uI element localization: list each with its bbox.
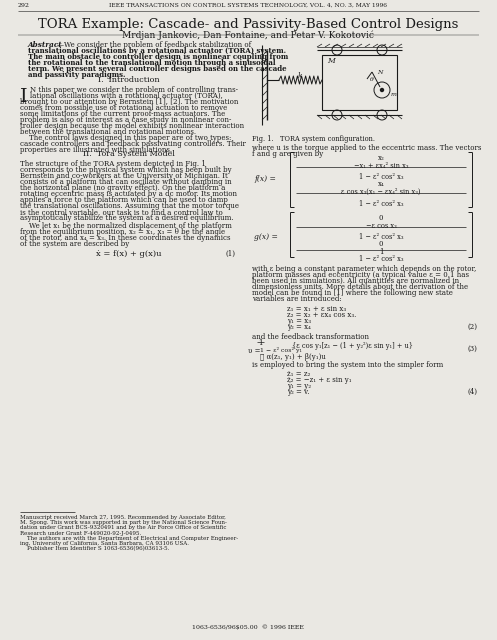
Text: the translational oscillations. Assuming that the motor torque: the translational oscillations. Assuming…	[20, 202, 239, 210]
Text: N this paper we consider the problem of controlling trans-: N this paper we consider the problem of …	[30, 86, 238, 94]
Text: k: k	[298, 72, 303, 80]
Text: rotating eccentric mass is actuated by a dc motor. Its motion: rotating eccentric mass is actuated by a…	[20, 190, 237, 198]
Text: TORA Example: Cascade- and Passivity-Based Control Designs: TORA Example: Cascade- and Passivity-Bas…	[38, 18, 458, 31]
Text: applies a force to the platform which can be used to damp: applies a force to the platform which ca…	[20, 196, 228, 204]
Text: dation under Grant BCS-9320491 and by the Air Force Office of Scientific: dation under Grant BCS-9320491 and by th…	[20, 525, 226, 531]
Bar	[322, 55, 397, 110]
Text: υ =: υ =	[248, 347, 260, 355]
Text: 1 − ε² cos² x₃: 1 − ε² cos² x₃	[359, 173, 403, 181]
Text: Fig. 1.   TORA system configuration.: Fig. 1. TORA system configuration.	[252, 135, 375, 143]
Text: N: N	[377, 70, 383, 75]
Text: been used in simulations). All quantities are normalized in: been used in simulations). All quantitie…	[252, 277, 459, 285]
Text: z₂ = x₂ + εx₄ cos x₃.: z₂ = x₂ + εx₄ cos x₃.	[287, 311, 356, 319]
Text: 1 − ε² cos² x₃: 1 − ε² cos² x₃	[359, 233, 403, 241]
Text: dimensionless units. More details about the derivation of the: dimensionless units. More details about …	[252, 283, 468, 291]
Text: ẋ = f(x) + g(x)u: ẋ = f(x) + g(x)u	[96, 250, 162, 258]
Text: between the translational and rotational motions.: between the translational and rotational…	[20, 128, 196, 136]
Text: f(x) =: f(x) =	[254, 175, 276, 183]
Text: (3): (3)	[467, 345, 477, 353]
Text: term. We present several controller designs based on the cascade: term. We present several controller desi…	[28, 65, 287, 73]
Text: troller design because the model exhibits nonlinear interaction: troller design because the model exhibit…	[20, 122, 244, 130]
Text: (4): (4)	[467, 388, 477, 396]
Text: −x₁ + εx₄² sin x₃: −x₁ + εx₄² sin x₃	[354, 162, 408, 170]
Text: 1 − ε² cos² x₃: 1 − ε² cos² x₃	[359, 200, 403, 208]
Text: ẏ₂ = v.: ẏ₂ = v.	[287, 388, 310, 396]
Text: corresponds to the physical system which has been built by: corresponds to the physical system which…	[20, 166, 232, 174]
Text: ẏ₁ = y₂: ẏ₁ = y₂	[287, 382, 311, 390]
Text: consists of a platform that can oscillate without damping in: consists of a platform that can oscillat…	[20, 178, 232, 186]
Text: —We consider the problem of feedback stabilization of: —We consider the problem of feedback sta…	[57, 41, 251, 49]
Text: ing, University of California, Santa Barbara, CA 93106 USA.: ing, University of California, Santa Bar…	[20, 541, 189, 546]
Text: where u is the torque applied to the eccentric mass. The vectors: where u is the torque applied to the ecc…	[252, 144, 482, 152]
Text: We let x₁ be the normalized displacement of the platform: We let x₁ be the normalized displacement…	[20, 222, 232, 230]
Text: with ε being a constant parameter which depends on the rotor,: with ε being a constant parameter which …	[252, 265, 477, 273]
Text: Abstract: Abstract	[28, 41, 63, 49]
Text: the horizontal plane (no gravity effect). On the platform a: the horizontal plane (no gravity effect)…	[20, 184, 225, 192]
Text: 0: 0	[379, 240, 383, 248]
Text: The control laws designed in this paper are of two types:: The control laws designed in this paper …	[20, 134, 232, 142]
Text: y₁ = x₃: y₁ = x₃	[287, 317, 311, 325]
Circle shape	[381, 88, 384, 92]
Text: Mrdjan Jankovic, Dan Fontaine, and Petar V. Kokotović: Mrdjan Jankovic, Dan Fontaine, and Petar…	[122, 30, 374, 40]
Text: brought to our attention by Bernstein [1], [2]. The motivation: brought to our attention by Bernstein [1…	[20, 98, 239, 106]
Text: the rotational to the translational motion through a sinusoidal: the rotational to the translational moti…	[28, 59, 276, 67]
Text: ż₁ = z₂: ż₁ = z₂	[287, 370, 310, 378]
Text: x₄: x₄	[378, 180, 384, 188]
Text: 1 − ε² cos² y₁: 1 − ε² cos² y₁	[260, 347, 302, 353]
Text: and passivity paradigms.: and passivity paradigms.	[28, 71, 126, 79]
Text: Research under Grant F-449020-92-J-0495.: Research under Grant F-449020-92-J-0495.	[20, 531, 141, 536]
Text: {ε cos y₁[z₁ − (1 + y₂²)ε sin y₁] + u}: {ε cos y₁[z₁ − (1 + y₂²)ε sin y₁] + u}	[292, 342, 413, 350]
Text: and the feedback transformation: and the feedback transformation	[252, 333, 369, 341]
Text: Manuscript received March 27, 1995. Recommended by Associate Editor,: Manuscript received March 27, 1995. Reco…	[20, 515, 226, 520]
Text: ε cos x₃(x₁ − εx₄² sin x₃): ε cos x₃(x₁ − εx₄² sin x₃)	[341, 188, 421, 196]
Text: ż₂ = −z₁ + ε sin y₁: ż₂ = −z₁ + ε sin y₁	[287, 376, 351, 384]
Text: asymptotically stabilize the system at a desired equilibrium.: asymptotically stabilize the system at a…	[20, 214, 234, 222]
Text: platform masses and eccentricity (a typical value ε = 0.1 has: platform masses and eccentricity (a typi…	[252, 271, 469, 279]
Text: (1): (1)	[226, 250, 236, 258]
Text: is employed to bring the system into the simpler form: is employed to bring the system into the…	[252, 361, 443, 369]
Text: x₂: x₂	[378, 154, 384, 162]
Text: of the rotor, and x₄ = ẋ₃. In these coordinates the dynamics: of the rotor, and x₄ = ẋ₃. In these coor…	[20, 234, 231, 242]
Text: cascade controllers and feedback passivating controllers. Their: cascade controllers and feedback passiva…	[20, 140, 246, 148]
Text: translational oscillations by a rotational actuator (TORA) system.: translational oscillations by a rotation…	[28, 47, 286, 55]
Text: properties are illustrated with simulations.: properties are illustrated with simulati…	[20, 146, 172, 154]
Text: is the control variable, our task is to find a control law to: is the control variable, our task is to …	[20, 208, 223, 216]
Text: y₂ = x₄: y₂ = x₄	[287, 323, 311, 331]
Text: z₁ = x₁ + ε sin x₃: z₁ = x₁ + ε sin x₃	[287, 305, 346, 313]
Text: M. Spong. This work was supported in part by the National Science Foun-: M. Spong. This work was supported in par…	[20, 520, 227, 525]
Text: 1: 1	[258, 339, 262, 347]
Text: I.  Introduction: I. Introduction	[98, 76, 160, 84]
Text: f and g are given by: f and g are given by	[252, 150, 323, 158]
Text: model can be found in [1] where the following new state: model can be found in [1] where the foll…	[252, 289, 453, 297]
Text: variables are introduced:: variables are introduced:	[252, 295, 342, 303]
Text: some limitations of the current proof-mass actuators. The: some limitations of the current proof-ma…	[20, 110, 225, 118]
Text: The main obstacle to controller design is nonlinear coupling from: The main obstacle to controller design i…	[28, 53, 288, 61]
Text: 292: 292	[18, 3, 30, 8]
Text: The structure of the TORA system depicted in Fig. 1: The structure of the TORA system depicte…	[20, 160, 206, 168]
Text: 1 − ε² cos² x₃: 1 − ε² cos² x₃	[359, 255, 403, 263]
Text: comes from possible use of rotational actuation to remove: comes from possible use of rotational ac…	[20, 104, 227, 112]
Text: 1063-6536/96$05.00  © 1996 IEEE: 1063-6536/96$05.00 © 1996 IEEE	[192, 624, 304, 630]
Text: θ: θ	[370, 77, 374, 82]
Text: from the equilibrium position, x₂ = ẋ₁, x₃ = θ be the angle: from the equilibrium position, x₂ = ẋ₁, …	[20, 228, 225, 236]
Text: lational oscillations with a rotational actuator (TORA),: lational oscillations with a rotational …	[30, 92, 223, 100]
Text: 1: 1	[379, 248, 383, 256]
Text: Publisher Item Identifier S 1063-6536(96)03613-5.: Publisher Item Identifier S 1063-6536(96…	[20, 546, 169, 551]
Text: IEEE TRANSACTIONS ON CONTROL SYSTEMS TECHNOLOGY, VOL. 4, NO. 3, MAY 1996: IEEE TRANSACTIONS ON CONTROL SYSTEMS TEC…	[109, 3, 387, 8]
Text: ≜ α(z₁, y₁) + β(y₁)u: ≜ α(z₁, y₁) + β(y₁)u	[260, 353, 326, 361]
Text: −ε cos x₃: −ε cos x₃	[366, 222, 397, 230]
Text: (2): (2)	[467, 323, 477, 331]
Text: II.  Tora System Model: II. Tora System Model	[83, 150, 175, 158]
Text: of the system are described by: of the system are described by	[20, 240, 129, 248]
Text: Bernstein and co-workers at the University of Michigan. It: Bernstein and co-workers at the Universi…	[20, 172, 228, 180]
Text: M: M	[327, 57, 335, 65]
Text: m: m	[391, 92, 397, 97]
Text: 0: 0	[379, 214, 383, 222]
Text: I: I	[20, 88, 28, 106]
Text: g(x) =: g(x) =	[254, 233, 278, 241]
Text: problem is also of interest as a case study in nonlinear con-: problem is also of interest as a case st…	[20, 116, 232, 124]
Text: The authors are with the Department of Electrical and Computer Engineer-: The authors are with the Department of E…	[20, 536, 238, 541]
